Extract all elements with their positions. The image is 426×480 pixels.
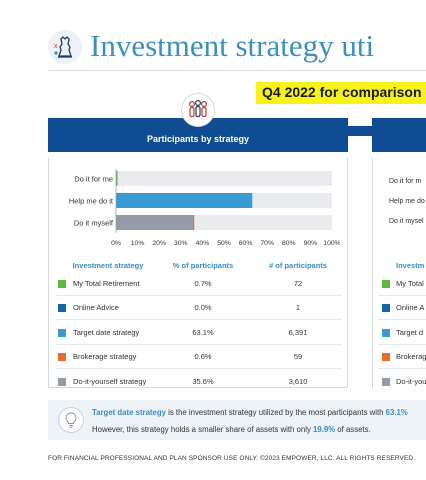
right-panel-content: Do it for m Help me do Do it mysel Inves… (372, 160, 426, 390)
legend-swatch (382, 378, 390, 386)
participants-chart: Do it for me Help me do it Do it myself 0% 1… (56, 167, 340, 253)
strategy-pct: 0.7% (194, 279, 212, 288)
category-label: Do it myself (74, 218, 114, 227)
right-table-row: Target d (378, 321, 426, 345)
strategy-count: 72 (293, 279, 303, 288)
comparison-highlight: Q4 2022 for comparison o (256, 82, 426, 104)
strategy-name: Brokerage strategy (73, 352, 137, 361)
callout-asset-share: 19.9% (313, 425, 336, 434)
legend-swatch (58, 378, 66, 386)
right-table-row: Do-it-you (378, 370, 426, 390)
right-chart-label: Do it for m (389, 178, 422, 185)
lightbulb-icon (58, 407, 84, 433)
x-tick-label: 10% (131, 240, 145, 247)
right-table-row: Brokerag (378, 345, 426, 369)
legend-swatch (382, 280, 390, 288)
strategy-pct: 0.6% (194, 352, 212, 361)
participants-bar-chart: Do it for me Help me do it Do it myself 0% 1… (69, 169, 340, 247)
table-row: Online Advice 0.0% 1 (56, 296, 342, 320)
strategy-count: 1 (295, 303, 301, 312)
x-tick-label: 40% (196, 240, 210, 247)
legend-swatch (58, 329, 66, 337)
strategy-count: 59 (293, 352, 303, 361)
strategy-pct: 0.0% (194, 303, 212, 312)
footer-disclaimer: FOR FINANCIAL PROFESSIONAL AND PLAN SPON… (48, 455, 416, 462)
callout-participant-share: 63.1% (385, 408, 408, 417)
strategy-name: Do-it-yourself strategy (73, 377, 147, 386)
category-label: Help me do it (69, 196, 114, 205)
header-num-participants: # of participants (269, 261, 327, 270)
right-banner (372, 118, 426, 152)
bar-segment (116, 171, 118, 186)
strategy-name: Online Advice (73, 303, 119, 312)
right-chart-label: Do it mysel (389, 218, 424, 225)
x-tick-label: 60% (239, 240, 253, 247)
right-table-row: Online A (378, 296, 426, 320)
callout-line-1: Target date strategy is the investment s… (92, 408, 408, 417)
bar-track (116, 171, 332, 186)
bar-segment (116, 215, 193, 230)
x-tick-label: 50% (217, 240, 231, 247)
right-strategy-name: Brokerag (396, 352, 426, 361)
table-row: Brokerage strategy 0.6% 59 (56, 345, 342, 369)
legend-swatch (382, 329, 390, 337)
callout-line-2: However, this strategy holds a smaller s… (92, 425, 371, 434)
header-pct-participants: % of participants (172, 261, 234, 270)
legend-swatch (58, 353, 66, 361)
right-strategy-name: Target d (396, 328, 424, 337)
right-panel (372, 158, 426, 388)
people-icon (181, 93, 215, 127)
strategy-pct: 63.1% (192, 328, 214, 337)
banner-connector (348, 126, 372, 136)
strategy-name: Target date strategy (73, 328, 140, 337)
insight-callout: Target date strategy is the investment s… (48, 400, 426, 440)
strategy-pct: 35.6% (192, 377, 214, 386)
header-investment-strategy: Investment strategy (72, 261, 144, 270)
bar-segment (192, 215, 195, 230)
right-strategy-name: Online A (396, 303, 425, 312)
legend-swatch (382, 353, 390, 361)
title-divider (48, 70, 426, 71)
bar-segment (116, 193, 253, 208)
svg-text:x: x (54, 43, 58, 50)
callout-text: of assets. (335, 425, 371, 434)
callout-strategy-name: Target date strategy (92, 408, 166, 417)
x-tick-label: 90% (304, 240, 318, 247)
x-tick-label: 100% (323, 240, 340, 247)
chess-strategy-icon: x (48, 30, 82, 64)
x-tick-label: 80% (282, 240, 296, 247)
right-strategy-name: My Total (396, 279, 424, 288)
right-header: Investm (396, 261, 425, 270)
table-row: Target date strategy 63.1% 6,391 (56, 321, 342, 345)
legend-swatch (58, 280, 66, 288)
strategy-name: My Total Retirement (73, 279, 140, 288)
category-label: Do it for me (74, 174, 113, 183)
right-strategy-name: Do-it-you (396, 377, 426, 386)
x-tick-label: 70% (260, 240, 274, 247)
page-title: Investment strategy uti (90, 28, 375, 63)
right-table-row: My Total (378, 272, 426, 296)
legend-swatch (382, 304, 390, 312)
callout-text: is the investment strategy utilized by t… (165, 408, 386, 417)
x-tick-label: 20% (152, 240, 166, 247)
table-row: My Total Retirement 0.7% 72 (56, 272, 342, 296)
strategy-count: 6,391 (288, 328, 308, 337)
x-tick-label: 30% (174, 240, 188, 247)
legend-swatch (58, 304, 66, 312)
table-row: Do-it-yourself strategy 35.6% 3,610 (56, 370, 342, 394)
x-tick-label: 0% (111, 240, 121, 247)
participants-panel (48, 158, 348, 388)
participants-banner-label: Participants by strategy (146, 134, 250, 144)
right-chart-label: Help me do (389, 198, 425, 205)
callout-text: However, this strategy holds a smaller s… (92, 425, 314, 434)
strategy-count: 3,610 (288, 377, 308, 386)
